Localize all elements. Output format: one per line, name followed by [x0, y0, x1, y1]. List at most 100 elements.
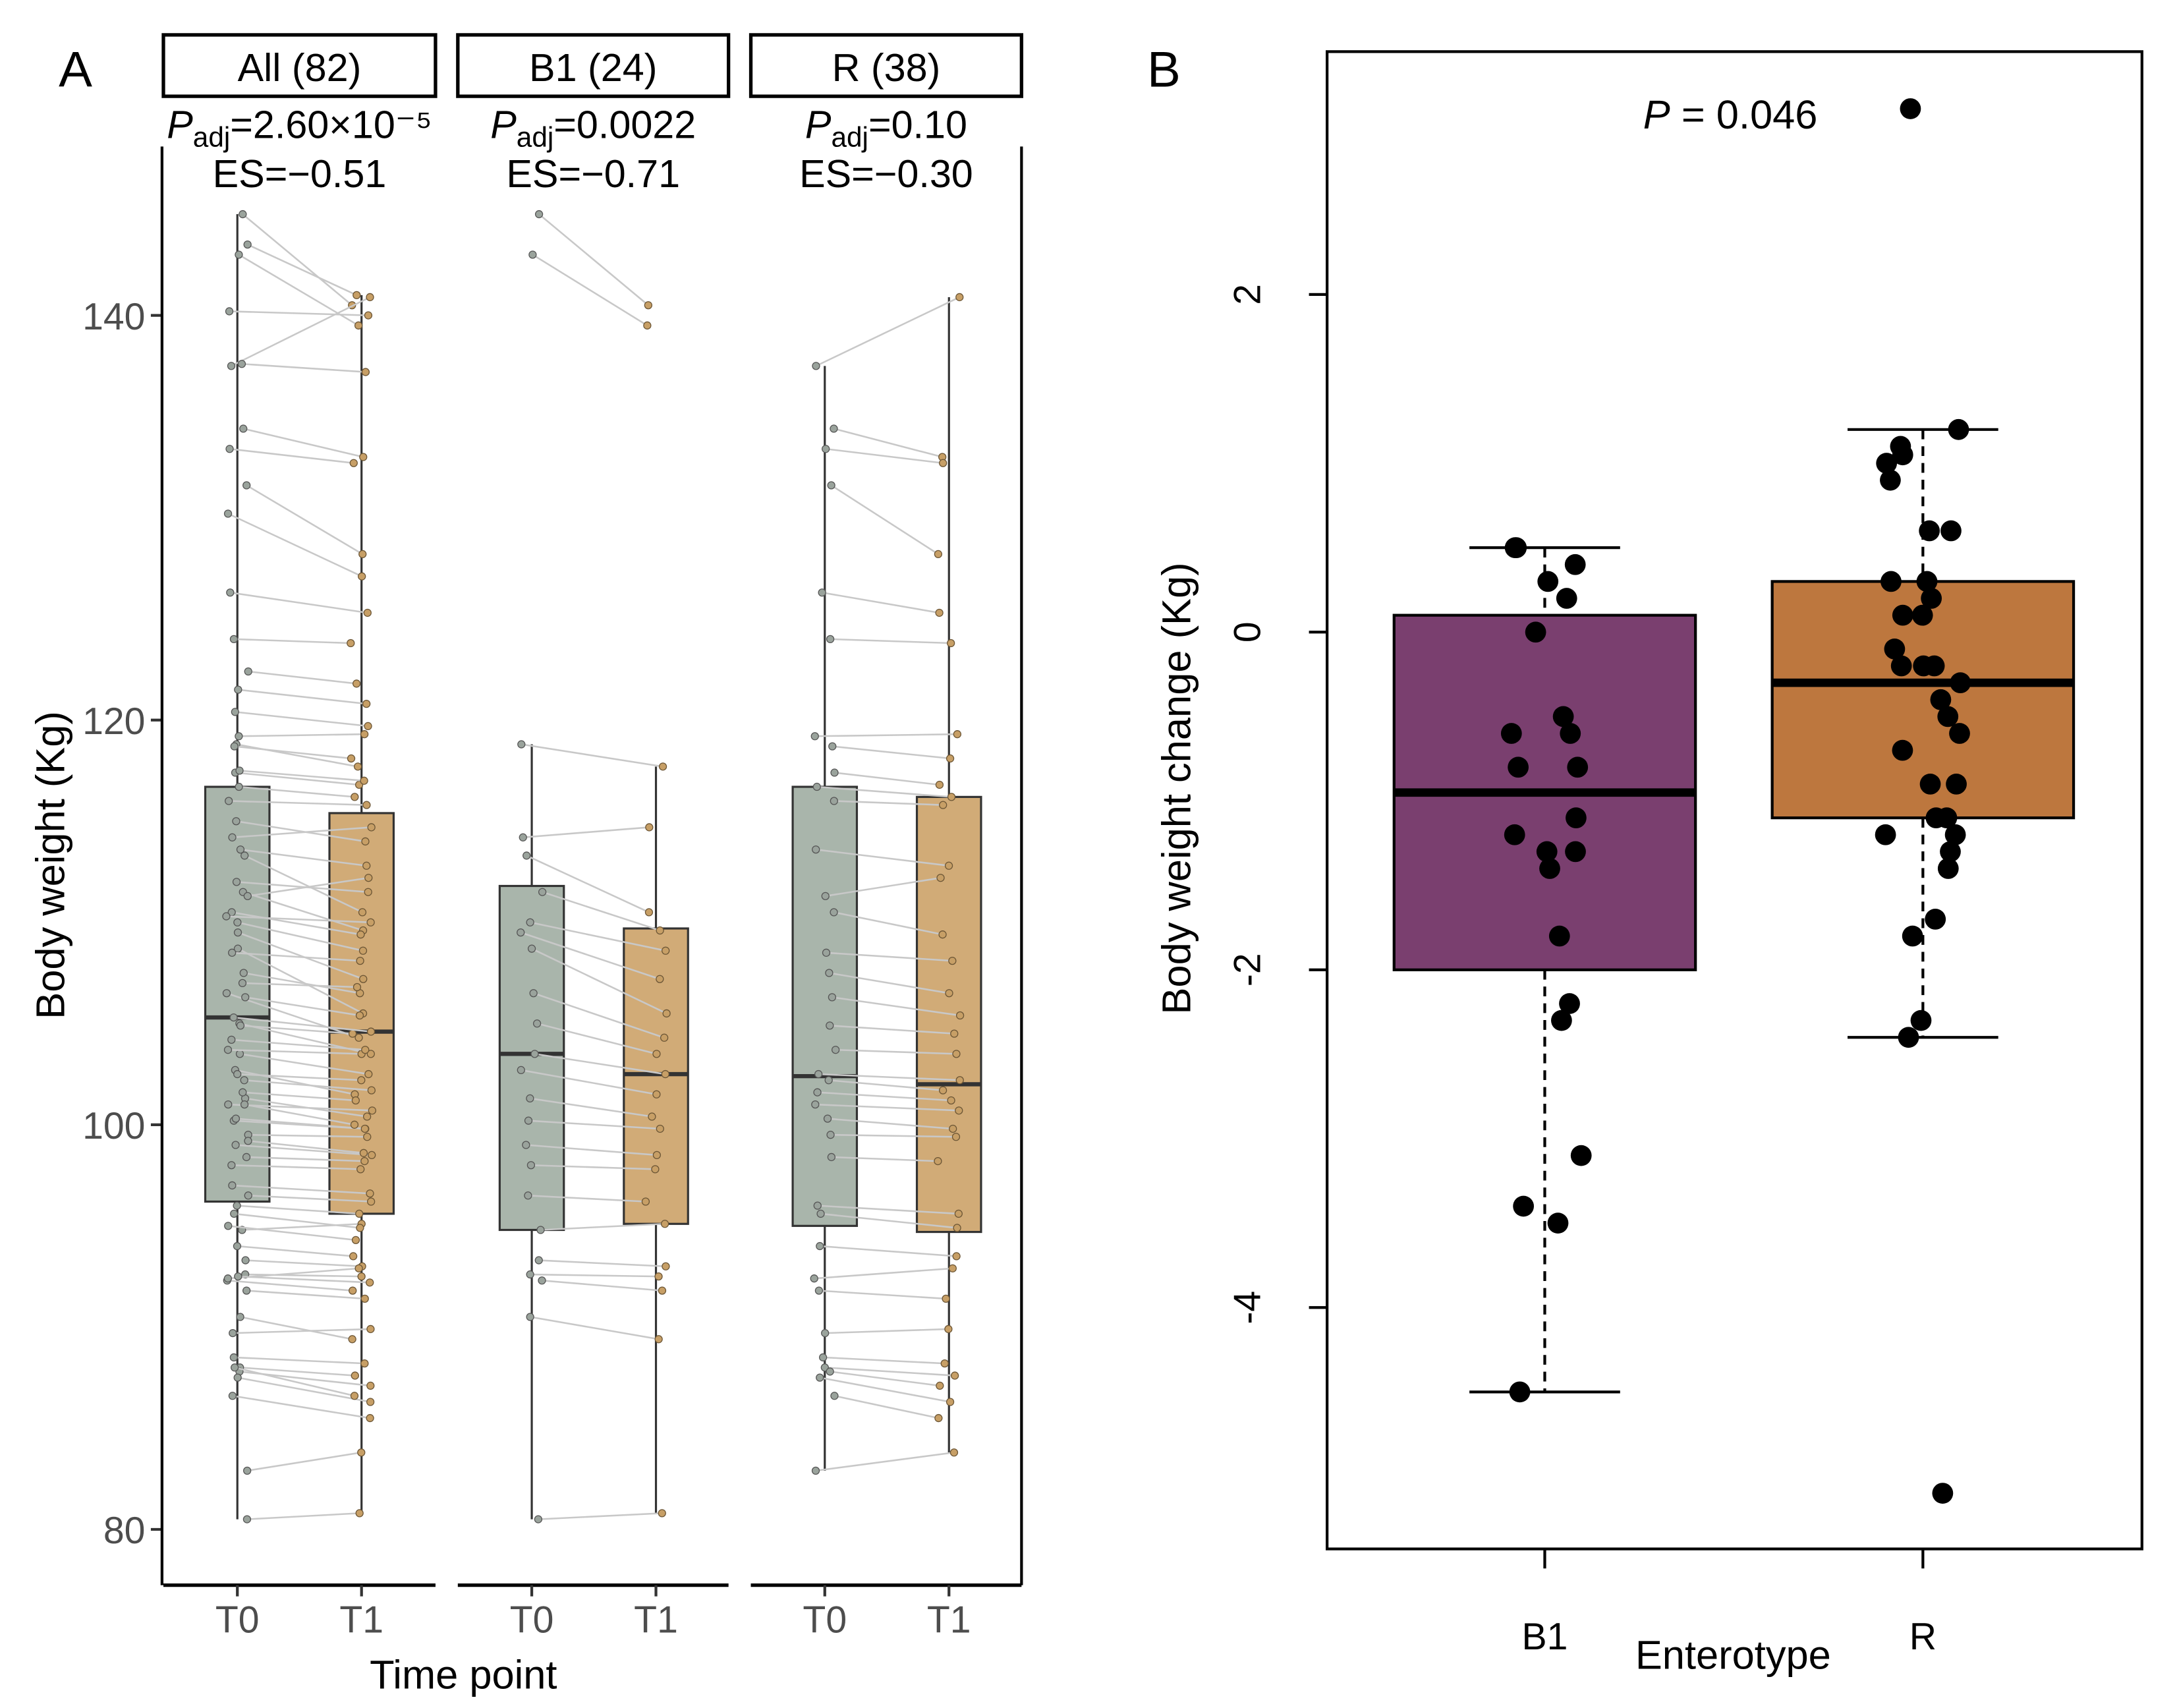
pair-line: [235, 1069, 355, 1096]
point-t1: [661, 1069, 669, 1079]
pair-line: [526, 855, 650, 913]
facet-p-adj: Padj=0.0022: [490, 103, 696, 153]
point-t1: [955, 1011, 965, 1020]
point-t0: [228, 948, 237, 957]
point-t0: [816, 1373, 824, 1382]
data-point: [1913, 655, 1935, 677]
point-t0: [242, 481, 251, 490]
data-point: [1560, 723, 1581, 744]
pair-line: [242, 214, 353, 306]
point-t1: [366, 1398, 375, 1406]
pair-line: [538, 1259, 666, 1268]
point-t1: [662, 1262, 670, 1270]
point-t1: [348, 1029, 357, 1038]
point-t1: [656, 1124, 664, 1133]
point-t0: [523, 851, 531, 860]
data-point: [1551, 1010, 1572, 1031]
point-t1: [658, 1286, 667, 1295]
point-t1: [355, 1209, 364, 1218]
point-t0: [233, 1241, 242, 1251]
pair-line: [229, 310, 368, 316]
point-t1: [353, 291, 361, 300]
point-t1: [358, 572, 366, 581]
point-t1: [652, 1050, 661, 1058]
point-t1: [654, 1335, 663, 1344]
pair-line: [229, 447, 354, 465]
pair-line: [227, 513, 362, 577]
data-point: [1565, 841, 1586, 863]
pair-line: [231, 1164, 361, 1170]
point-t1: [948, 1264, 957, 1272]
point-t1: [355, 1011, 364, 1020]
data-point: [1539, 858, 1560, 879]
point-t0: [233, 1373, 242, 1382]
data-point: [1567, 756, 1589, 778]
data-point: [1559, 993, 1580, 1014]
pair-line: [815, 1103, 959, 1112]
pair-line: [826, 952, 953, 962]
pair-line: [831, 1156, 938, 1162]
point-t0: [238, 979, 247, 988]
pair-line: [244, 1079, 372, 1091]
p-value-text: = 0.046: [1670, 92, 1818, 138]
pair-line: [834, 1395, 939, 1419]
pair-line: [823, 1356, 945, 1365]
point-t1: [354, 1033, 363, 1042]
pair-line: [815, 1451, 955, 1472]
point-t1: [359, 975, 368, 983]
point-t1: [645, 823, 654, 832]
data-point: [1940, 520, 1962, 542]
pair-line: [827, 1118, 953, 1130]
point-t1: [356, 1224, 364, 1232]
point-t1: [357, 1448, 366, 1457]
pair-line: [237, 1245, 354, 1257]
panel-b-plot-frame: [1326, 50, 2143, 1551]
point-t0: [232, 878, 241, 886]
pair-line: [247, 243, 357, 297]
pair-line: [835, 1048, 957, 1055]
point-t0: [522, 1141, 530, 1149]
pair-line: [242, 428, 364, 458]
data-point: [1892, 739, 1913, 761]
y-tick-label: -4: [1226, 1291, 1268, 1324]
point-t1: [347, 754, 356, 763]
point-t1: [936, 874, 945, 882]
data-point: [1548, 925, 1570, 947]
box-t0: [204, 785, 271, 1203]
point-t0: [519, 833, 527, 841]
pair-line: [832, 745, 951, 760]
point-t0: [813, 1201, 822, 1210]
point-t1: [347, 639, 355, 648]
point-t0: [227, 1161, 236, 1170]
point-t0: [821, 1328, 830, 1338]
pair-line: [526, 1144, 657, 1156]
point-t0: [241, 993, 250, 1002]
point-t1: [360, 1359, 369, 1368]
point-t0: [826, 1131, 835, 1139]
point-t1: [939, 459, 947, 467]
point-t1: [362, 699, 371, 708]
pair-line: [814, 733, 957, 737]
point-t0: [244, 667, 252, 676]
pair-line: [239, 770, 364, 782]
panel-a-x-axis-label: Time point: [370, 1652, 557, 1697]
point-t0: [810, 1274, 818, 1283]
pair-line: [816, 848, 949, 867]
data-point: [1504, 824, 1525, 845]
point-t1: [360, 1156, 369, 1166]
point-t1: [356, 930, 365, 939]
point-t0: [222, 912, 231, 921]
p-symbol: P: [1643, 92, 1670, 138]
pair-line: [540, 1223, 665, 1231]
point-t0: [517, 740, 526, 749]
point-t1: [354, 321, 363, 330]
point-t0: [224, 1222, 233, 1230]
point-t1: [361, 837, 370, 846]
point-t0: [244, 1137, 252, 1145]
point-t1: [351, 1371, 359, 1380]
pair-line: [237, 1377, 371, 1403]
point-t1: [353, 982, 362, 992]
group-r: R: [1770, 98, 2076, 1658]
